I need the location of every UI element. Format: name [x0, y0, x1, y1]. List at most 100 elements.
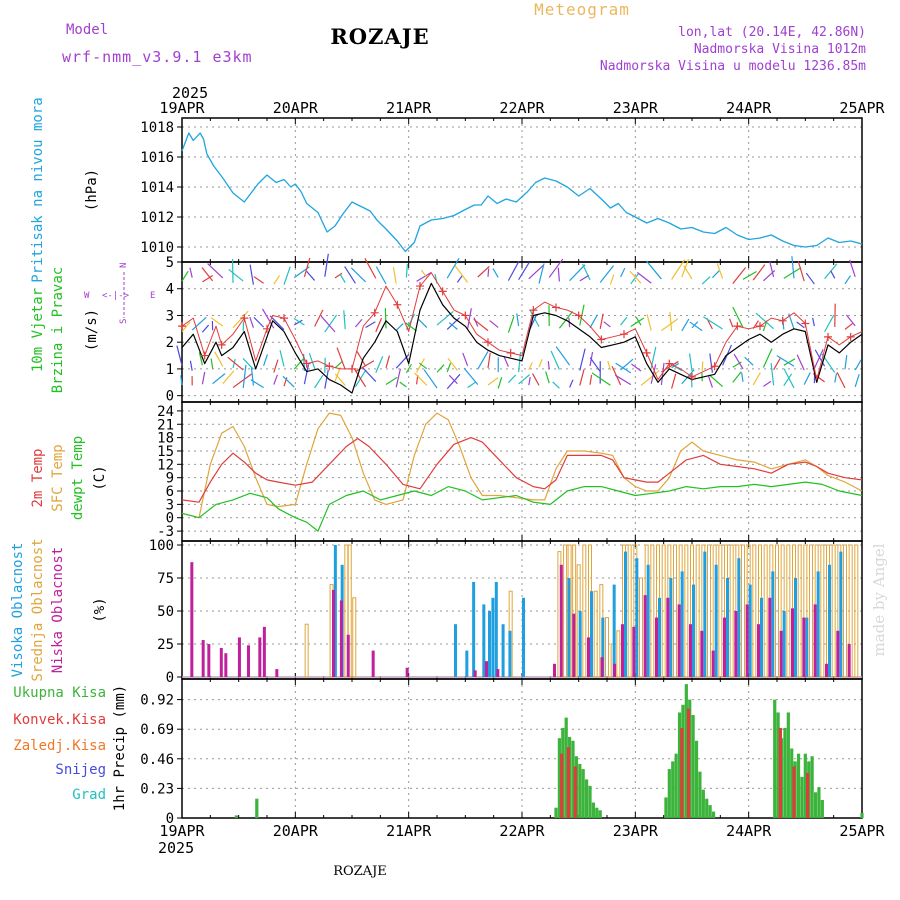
wind-gust-marker — [263, 324, 271, 333]
wind-arrow — [620, 358, 634, 371]
wind-arrow — [423, 369, 438, 389]
wind-arrow — [547, 361, 550, 370]
wind-arrow — [249, 264, 254, 285]
mid-cloud-bar — [304, 623, 309, 678]
pressure-panel: 1010 1012 1014 1016 1018 — [140, 117, 863, 263]
wind-arrow — [384, 308, 387, 329]
wind-arrow — [824, 314, 835, 333]
low-cloud-bar — [553, 663, 556, 677]
model-label: Model — [66, 22, 108, 38]
wind-gust-marker — [506, 348, 515, 357]
wind-arrow — [477, 351, 489, 370]
wind-arrow — [306, 270, 316, 281]
wind-arrow — [803, 372, 811, 385]
wind-arrow — [518, 374, 531, 385]
wind-speed-line — [181, 282, 863, 394]
wind-arrow — [448, 322, 458, 330]
wind-arrow — [269, 315, 285, 331]
total-precip-bar — [255, 798, 259, 818]
high-cloud-bar — [692, 584, 695, 677]
total-precip-bar — [810, 756, 814, 818]
mid-cloud-bar — [843, 544, 847, 678]
wind-arrow — [462, 352, 469, 367]
wind-arrow — [812, 317, 815, 327]
wind-arrow — [314, 374, 324, 389]
wind-arrow — [395, 368, 401, 388]
wind-arrow — [446, 317, 461, 330]
low-cloud-bar — [485, 661, 488, 677]
y-tick-label: 3 — [166, 308, 174, 324]
mid-cloud-bar — [582, 544, 587, 678]
wind-arrow — [732, 267, 747, 285]
wind-arrow — [489, 320, 499, 328]
wind-arrow — [263, 354, 268, 367]
wind-arrow — [180, 375, 183, 386]
mid-cloud-bar — [831, 544, 836, 678]
y-tick-label: 0.23 — [140, 781, 174, 797]
total-precip-bar — [817, 787, 821, 818]
temperature-frame — [181, 401, 863, 542]
wind-arrow — [214, 351, 224, 367]
wind-arrow — [324, 314, 338, 333]
wind-gust-marker — [665, 359, 674, 368]
total-precip-bar — [783, 727, 787, 818]
wind-arrow — [477, 265, 490, 278]
conv-precip-bar — [806, 772, 810, 818]
compass-east-label: E — [150, 291, 155, 301]
wind-arrow — [660, 362, 665, 386]
high-cloud-bar — [839, 551, 843, 677]
footer-station-label: ROZAJE — [333, 864, 387, 879]
y-tick-label: 12 — [157, 457, 174, 473]
conv-precip-bar — [687, 708, 691, 818]
wind-arrow — [207, 263, 224, 279]
sfc-temp-axis-title: SFC Temp — [50, 444, 66, 511]
wind-axis-title: 10m Vjetar — [30, 288, 46, 372]
y-tick-label: 4 — [166, 282, 174, 298]
total-precip-bar — [813, 792, 818, 818]
wind-arrow — [293, 318, 305, 326]
compass-west-label: W — [84, 291, 90, 301]
high-cloud-bar — [567, 578, 571, 677]
mid-cloud-bar — [741, 544, 745, 678]
wind-arrow — [557, 267, 560, 282]
wind-arrow — [399, 381, 407, 388]
wind-arrow — [392, 267, 397, 284]
wind-arrow — [198, 352, 203, 366]
wind-arrow — [446, 362, 452, 373]
y-tick-label: 0 — [166, 389, 174, 405]
wind-arrow — [783, 368, 795, 389]
high-cloud-bar — [465, 650, 469, 677]
wind-arrow — [614, 374, 632, 386]
mid-cloud-bar — [673, 544, 677, 678]
wind-arrow — [732, 306, 744, 328]
wind-arrow — [579, 348, 586, 371]
mid-cloud-axis-title: Srednja Oblacnost — [30, 538, 46, 681]
wind-arrow — [555, 346, 571, 366]
wind-arrow — [783, 373, 793, 387]
meteogram-title: Meteogram — [534, 0, 630, 19]
wind-arrow — [191, 316, 207, 331]
high-cloud-bar — [472, 581, 476, 677]
wind-arrow — [589, 314, 598, 329]
pressure-axis-title: Pritisak na nivou mora — [30, 97, 46, 282]
wind-arrow — [282, 375, 295, 388]
wind-arrow — [405, 263, 409, 278]
wind-arrow — [375, 266, 387, 285]
total-precip-bar — [667, 769, 671, 818]
wind-arrow — [830, 270, 836, 279]
wind-arrow — [550, 350, 560, 370]
total-precip-bar — [803, 753, 807, 818]
bottom-date-label: 19APR — [159, 822, 205, 840]
wind-arrow — [532, 373, 540, 386]
mid-cloud-bar — [729, 544, 734, 678]
wind-arrow — [671, 373, 677, 389]
wind-arrow — [467, 308, 472, 329]
low-cloud-axis-title: Niska Oblacnost — [50, 547, 66, 673]
y-tick-label: 18 — [157, 431, 174, 447]
low-cloud-bar — [371, 650, 375, 677]
legend-total-precip: Ukupna Kisa — [13, 685, 106, 701]
wind-arrow — [854, 359, 862, 371]
y-tick-label: 24 — [157, 404, 174, 420]
wind-arrow — [467, 381, 476, 389]
